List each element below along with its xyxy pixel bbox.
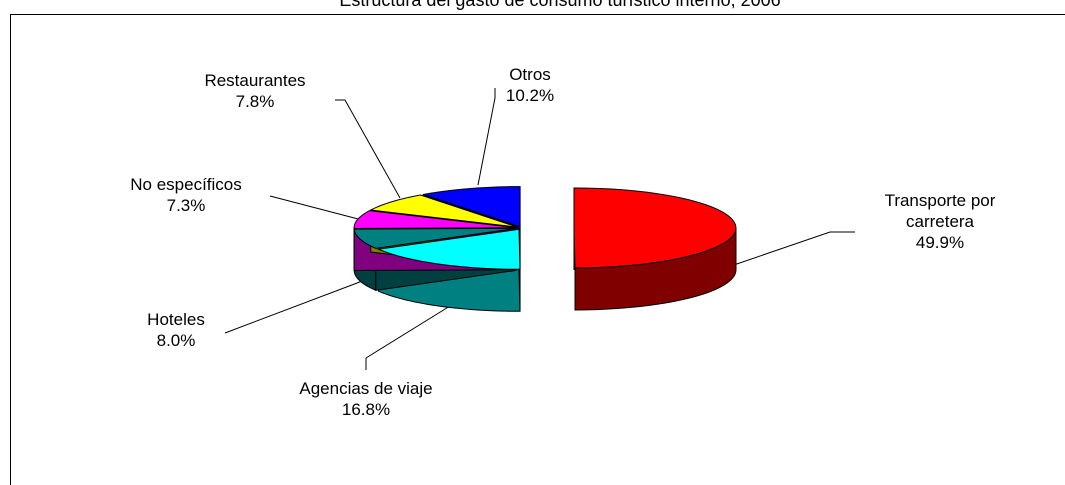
value-label: 8.0% — [147, 330, 205, 351]
category-label: Otros — [506, 64, 554, 85]
value-label: 7.8% — [204, 91, 305, 112]
category-label: Agencias de viaje — [299, 378, 432, 399]
value-label: 10.2% — [506, 85, 554, 106]
value-label: 7.3% — [130, 195, 242, 216]
leader-lines — [225, 88, 855, 370]
category-label: Hoteles — [147, 309, 205, 330]
value-label: 16.8% — [299, 399, 432, 420]
slice-tops — [354, 187, 736, 270]
category-label: No específicos — [130, 174, 242, 195]
value-label: 49.9% — [855, 232, 1025, 253]
category-label: Restaurantes — [204, 70, 305, 91]
category-label: Transporte por carretera — [855, 190, 1025, 232]
